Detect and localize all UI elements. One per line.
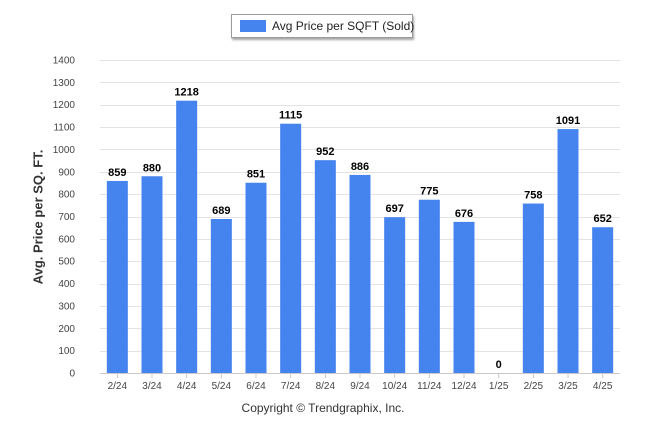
x-tick-label: 6/24: [246, 381, 266, 392]
y-tick-label: 400: [58, 279, 75, 290]
data-label: 1218: [174, 87, 198, 99]
bar: [176, 100, 198, 373]
bars: [106, 100, 614, 373]
bar: [245, 182, 267, 373]
x-tick-label: 9/24: [350, 381, 370, 392]
bar: [557, 129, 579, 373]
x-tick-label: 3/24: [142, 381, 162, 392]
data-label: 880: [143, 162, 161, 174]
bar: [418, 199, 440, 373]
data-label: 775: [420, 186, 438, 198]
x-tick-label: 2/24: [108, 381, 128, 392]
data-label: 689: [212, 205, 230, 217]
bar: [141, 176, 163, 373]
y-tick-label: 100: [58, 346, 75, 357]
y-tick-label: 900: [58, 167, 75, 178]
data-label: 676: [455, 208, 473, 220]
y-tick-label: 1200: [53, 100, 76, 111]
y-tick-label: 1000: [53, 145, 76, 156]
y-tick-label: 200: [58, 324, 75, 335]
bar: [384, 217, 406, 373]
x-tick-label: 7/24: [281, 381, 301, 392]
y-tick-label: 700: [58, 212, 75, 223]
data-label: 1091: [556, 115, 580, 127]
data-label: 697: [385, 203, 403, 215]
x-tick-label: 11/24: [417, 381, 442, 392]
x-tick-label: 1/25: [489, 381, 509, 392]
data-label: 851: [247, 169, 265, 181]
legend-label: Avg Price per SQFT (Sold): [272, 19, 415, 33]
y-axis-title: Avg. Price per SQ. FT.: [30, 149, 46, 285]
legend-swatch: [240, 20, 266, 32]
x-tick-label: 4/25: [593, 381, 613, 392]
y-tick-label: 0: [69, 369, 75, 380]
x-tick-label: 3/25: [558, 381, 578, 392]
y-tick-label: 1100: [53, 123, 75, 134]
copyright-footer: Copyright © Trendgraphix, Inc.: [241, 401, 405, 415]
legend: Avg Price per SQFT (Sold): [231, 14, 415, 38]
bar: [349, 174, 371, 373]
bar: [522, 203, 544, 373]
data-label: 952: [316, 146, 334, 158]
y-tick-label: 1300: [53, 78, 76, 89]
x-tick-label: 2/25: [524, 381, 544, 392]
x-tick-label: 4/24: [177, 381, 197, 392]
bar: [210, 218, 232, 373]
data-label: 0: [496, 359, 502, 371]
data-label: 652: [593, 213, 611, 225]
y-tick-label: 500: [58, 257, 75, 268]
y-tick-label: 600: [58, 234, 75, 245]
bar: [592, 227, 614, 373]
x-tick-label: 10/24: [382, 381, 407, 392]
bar: [280, 123, 302, 373]
y-tick-label: 800: [58, 190, 75, 201]
data-label: 859: [108, 167, 126, 179]
data-label: 886: [351, 161, 369, 173]
x-tick-label: 5/24: [212, 381, 232, 392]
data-label: 758: [524, 190, 542, 202]
y-tick-label: 300: [58, 301, 75, 312]
data-label: 1115: [279, 110, 302, 122]
y-axis-ticks: 0 100 200 300 400 500 600 700 800 900 1000 1100 1200…: [53, 56, 76, 380]
bar: [314, 160, 336, 373]
x-axis-ticks: 2/24 3/24 4/24 5/24 6/24 7/24 8/24 9/24 10/24 11/…: [108, 373, 613, 392]
x-tick-label: 8/24: [316, 381, 336, 392]
bar: [453, 221, 475, 373]
y-tick-label: 1400: [53, 56, 76, 67]
data-labels: 859 880 1218 689 851 1115 952 886 697 775 676 0 758 1…: [108, 87, 612, 371]
x-tick-label: 12/24: [451, 381, 476, 392]
bar: [106, 180, 128, 373]
